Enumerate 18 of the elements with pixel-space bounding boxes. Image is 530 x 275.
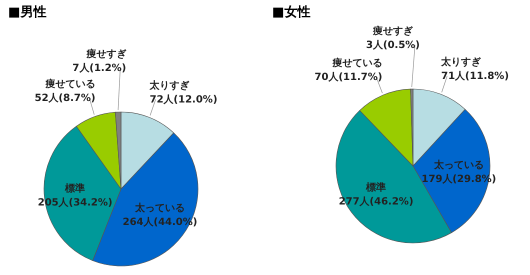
chart-title: ■女性	[272, 5, 310, 20]
slice-label: 標準	[365, 182, 386, 194]
data-label: 3人(0.5%)	[366, 39, 420, 52]
slice-label: 太っている	[134, 202, 186, 214]
slice-label: 痩せている	[44, 78, 96, 90]
data-label: 7人(1.2%)	[72, 62, 126, 74]
slice-label: 痩せすぎ	[85, 48, 126, 60]
data-label: 52人(8.7%)	[34, 92, 96, 104]
slice-label: 痩せている	[331, 57, 382, 70]
data-label: 70人(11.7%)	[314, 71, 382, 84]
slice-label: 太っている	[432, 159, 484, 172]
data-label: 72人(12.0%)	[150, 93, 218, 106]
data-label: 71人(11.8%)	[441, 70, 509, 82]
slice-label: 痩せすぎ	[372, 25, 413, 38]
slice-label: 標準	[64, 182, 86, 195]
slice-label: 太りすぎ	[148, 79, 190, 92]
chart-title: ■男性	[8, 5, 46, 20]
slice-label: 太りすぎ	[440, 56, 482, 68]
